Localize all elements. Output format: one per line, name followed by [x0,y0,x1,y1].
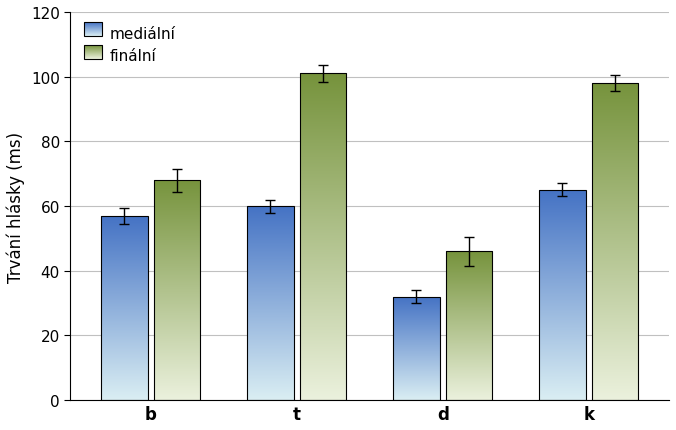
Bar [393,297,440,400]
Bar [247,206,294,400]
Bar [101,216,147,400]
Bar [299,74,346,400]
Y-axis label: Trvání hlásky (ms): Trvání hlásky (ms) [7,131,26,282]
Bar [592,84,638,400]
Bar [445,252,492,400]
Bar [153,181,200,400]
Legend: mediální, finální: mediální, finální [78,21,182,71]
Bar [539,190,586,400]
